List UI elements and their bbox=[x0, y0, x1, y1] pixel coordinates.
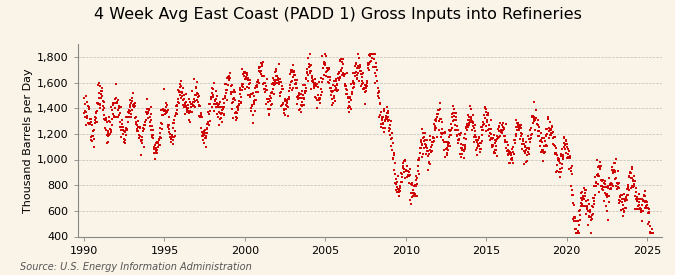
Text: Source: U.S. Energy Information Administration: Source: U.S. Energy Information Administ… bbox=[20, 262, 252, 272]
Y-axis label: Thousand Barrels per Day: Thousand Barrels per Day bbox=[23, 68, 33, 213]
Text: 4 Week Avg East Coast (PADD 1) Gross Inputs into Refineries: 4 Week Avg East Coast (PADD 1) Gross Inp… bbox=[94, 7, 581, 22]
